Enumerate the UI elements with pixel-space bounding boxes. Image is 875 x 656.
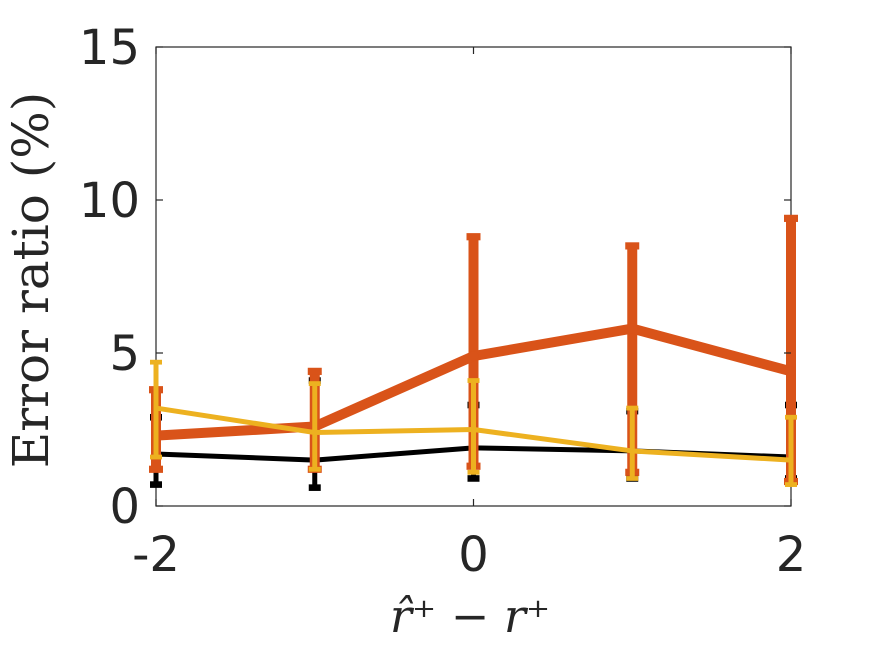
data-point (312, 430, 318, 436)
data-point (786, 366, 796, 377)
y-tick-label: 0 (109, 479, 140, 535)
x-tick-label: 0 (458, 527, 489, 583)
series-3 (150, 359, 797, 487)
x-tick-label: -2 (132, 527, 180, 583)
data-point (627, 323, 638, 334)
x-tick-label: 2 (776, 527, 807, 583)
data-point (788, 457, 794, 463)
data-point (468, 351, 479, 362)
data-point (153, 405, 159, 411)
y-axis-label: Error ratio (%) (2, 92, 60, 469)
y-tick-label: 5 (109, 326, 140, 382)
data-point (471, 427, 476, 432)
y-tick-label: 10 (79, 173, 140, 229)
series-layer (149, 214, 798, 491)
data-point (629, 448, 635, 454)
x-axis-label: r̂⁺ − r⁺ (390, 589, 550, 643)
y-tick-label: 15 (79, 20, 140, 76)
